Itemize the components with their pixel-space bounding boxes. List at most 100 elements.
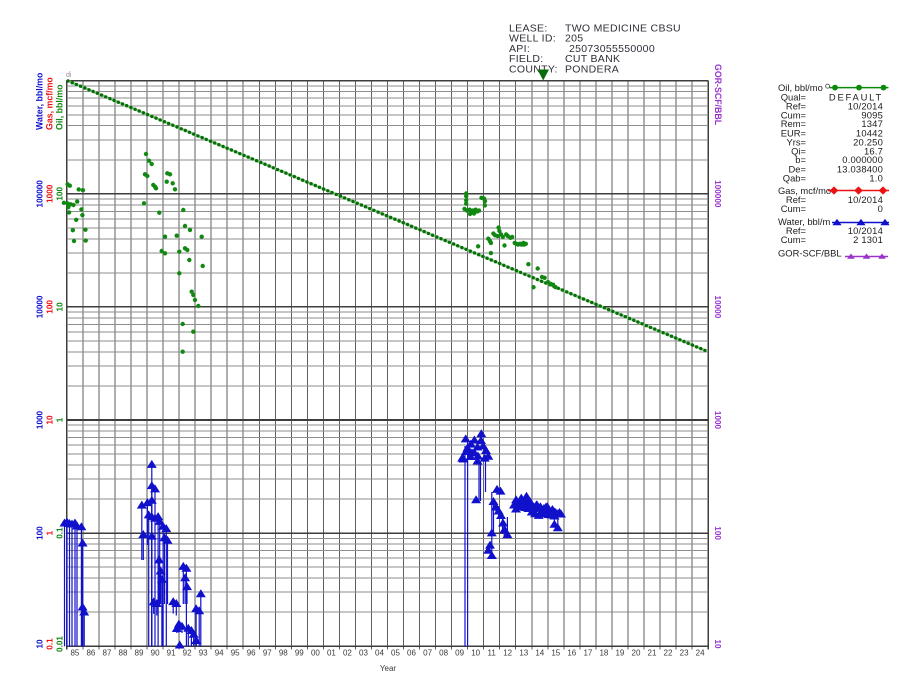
svg-text:25073055550000: 25073055550000 <box>569 43 655 55</box>
svg-text:Year: Year <box>380 664 397 673</box>
svg-text:0.1: 0.1 <box>56 527 65 539</box>
svg-text:Oil, bbl/mo: Oil, bbl/mo <box>55 84 65 130</box>
svg-text:11: 11 <box>488 649 497 658</box>
svg-text:10442: 10442 <box>856 128 883 139</box>
svg-text:19: 19 <box>615 649 624 658</box>
svg-text:CUT BANK: CUT BANK <box>565 53 620 65</box>
svg-text:10: 10 <box>713 639 722 649</box>
svg-text:LEASE:: LEASE: <box>509 23 548 35</box>
svg-text:100: 100 <box>36 526 45 540</box>
svg-text:03: 03 <box>359 649 368 658</box>
svg-text:91: 91 <box>167 649 176 658</box>
svg-text:PONDERA: PONDERA <box>565 63 619 75</box>
svg-text:Ref=: Ref= <box>786 101 807 112</box>
svg-text:88: 88 <box>119 649 128 658</box>
svg-text:Water, bbl/mo: Water, bbl/mo <box>35 72 45 130</box>
svg-text:205: 205 <box>565 33 583 45</box>
svg-text:1347: 1347 <box>861 118 883 129</box>
svg-text:04: 04 <box>375 649 384 658</box>
svg-text:1000: 1000 <box>36 410 45 429</box>
svg-text:08: 08 <box>439 649 448 658</box>
svg-text:90: 90 <box>151 649 160 658</box>
svg-text:FIELD:: FIELD: <box>509 53 543 65</box>
svg-text:WELL ID:: WELL ID: <box>509 33 556 45</box>
svg-text:0.1: 0.1 <box>46 638 55 650</box>
svg-text:16: 16 <box>567 649 576 658</box>
svg-text:2 1301: 2 1301 <box>853 234 883 245</box>
svg-text:Qi=: Qi= <box>791 145 806 156</box>
svg-text:Cum=: Cum= <box>781 203 807 214</box>
svg-text:89: 89 <box>135 649 144 658</box>
svg-text:b=: b= <box>795 154 806 165</box>
svg-text:13.038400: 13.038400 <box>837 163 883 174</box>
svg-text:01: 01 <box>327 649 336 658</box>
svg-text:18: 18 <box>599 649 608 658</box>
svg-text:1000: 1000 <box>46 184 55 203</box>
svg-text:10: 10 <box>46 415 55 425</box>
svg-text:23: 23 <box>680 649 689 658</box>
svg-text:21: 21 <box>648 649 657 658</box>
svg-text:10: 10 <box>56 302 65 312</box>
svg-text:Oil, bbl/mo: Oil, bbl/mo <box>778 82 823 93</box>
svg-text:EUR=: EUR= <box>781 128 807 139</box>
svg-text:09: 09 <box>455 649 464 658</box>
svg-text:94: 94 <box>215 649 224 658</box>
svg-text:De=: De= <box>789 163 807 174</box>
svg-text:Gas, mcf/mo: Gas, mcf/mo <box>778 185 831 196</box>
svg-text:15: 15 <box>551 649 560 658</box>
svg-text:Ref=: Ref= <box>786 225 807 236</box>
svg-text:10000: 10000 <box>36 295 45 318</box>
svg-text:02: 02 <box>343 649 352 658</box>
svg-text:20.250: 20.250 <box>853 136 883 147</box>
svg-text:100: 100 <box>56 187 65 201</box>
svg-text:87: 87 <box>103 649 112 658</box>
svg-text:100000: 100000 <box>36 180 45 208</box>
svg-text:DEFAULT: DEFAULT <box>829 91 883 102</box>
svg-text:0.000000: 0.000000 <box>842 154 883 165</box>
svg-text:API:: API: <box>509 43 530 55</box>
svg-text:99: 99 <box>295 649 304 658</box>
svg-text:10000: 10000 <box>713 296 722 319</box>
svg-text:1.0: 1.0 <box>869 172 883 183</box>
svg-text:Qab=: Qab= <box>783 172 807 183</box>
svg-text:Gas, mcf/mo: Gas, mcf/mo <box>45 77 55 130</box>
svg-text:Yrs=: Yrs= <box>786 136 806 147</box>
svg-text:Water, bbl/m: Water, bbl/m <box>778 216 830 227</box>
svg-text:93: 93 <box>199 649 208 658</box>
svg-text:TWO MEDICINE CBSU: TWO MEDICINE CBSU <box>565 23 681 35</box>
svg-text:GOR-SCF/BBL: GOR-SCF/BBL <box>778 247 842 258</box>
svg-text:97: 97 <box>263 649 272 658</box>
svg-text:20: 20 <box>632 649 641 658</box>
svg-text:9095: 9095 <box>861 109 883 120</box>
svg-text:Qual=: Qual= <box>781 91 807 102</box>
svg-text:07: 07 <box>423 649 432 658</box>
svg-text:0: 0 <box>878 203 883 214</box>
svg-text:100000: 100000 <box>713 180 722 208</box>
svg-text:95: 95 <box>231 649 240 658</box>
svg-text:24: 24 <box>696 649 705 658</box>
svg-text:00: 00 <box>311 649 320 658</box>
svg-text:1: 1 <box>56 417 65 422</box>
svg-text:di: di <box>66 72 72 79</box>
svg-text:16.7: 16.7 <box>864 145 883 156</box>
svg-text:Ref=: Ref= <box>786 194 807 205</box>
svg-text:10/2014: 10/2014 <box>848 101 883 112</box>
svg-text:COUNTY:: COUNTY: <box>509 63 558 75</box>
svg-text:1000: 1000 <box>713 411 722 430</box>
svg-text:10/2014: 10/2014 <box>848 225 883 236</box>
svg-text:1: 1 <box>46 530 55 535</box>
svg-text:10: 10 <box>471 649 480 658</box>
svg-text:0.01: 0.01 <box>56 636 65 652</box>
svg-text:86: 86 <box>86 649 95 658</box>
svg-text:GOR-SCF/BBL: GOR-SCF/BBL <box>713 64 723 126</box>
svg-text:13: 13 <box>519 649 528 658</box>
svg-text:100: 100 <box>713 526 722 540</box>
svg-text:17: 17 <box>583 649 592 658</box>
svg-text:98: 98 <box>279 649 288 658</box>
svg-text:92: 92 <box>183 649 192 658</box>
svg-text:10/2014: 10/2014 <box>848 194 883 205</box>
svg-text:12: 12 <box>503 649 512 658</box>
svg-text:06: 06 <box>407 649 416 658</box>
svg-text:22: 22 <box>664 649 673 658</box>
svg-text:85: 85 <box>70 649 79 658</box>
